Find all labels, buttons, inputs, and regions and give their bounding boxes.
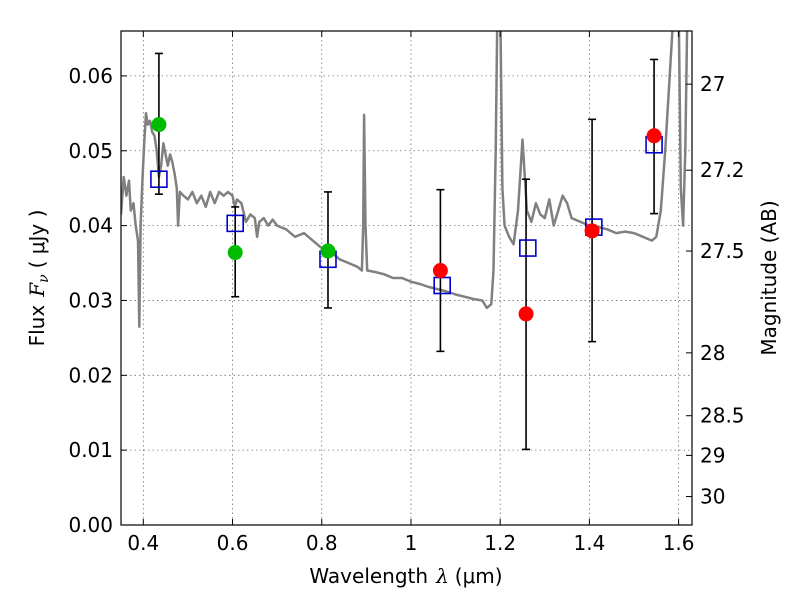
observed-point bbox=[227, 245, 243, 261]
x-tick-label: 1 bbox=[405, 531, 418, 555]
x-axis-ticks: 0.4 0.6 0.8 1 1.2 1.4 1.6 bbox=[127, 31, 695, 555]
y-axis-ticks: 0.00 0.01 0.02 0.03 0.04 0.05 0.06 bbox=[68, 64, 127, 537]
right-tick-label: 29 bbox=[700, 443, 725, 467]
y-axis-label: FluxFν( μJy ) bbox=[25, 210, 52, 347]
y-tick-label: 0.05 bbox=[68, 139, 113, 163]
model-point bbox=[150, 170, 168, 188]
x-tick-label: 1.6 bbox=[663, 531, 695, 555]
right-axis-ticks: 27 27.2 27.5 28 28.5 29 30 bbox=[686, 72, 745, 509]
model-point bbox=[519, 239, 537, 257]
x-axis-label: Wavelength λ (μm) bbox=[309, 564, 502, 588]
observed-point bbox=[518, 306, 534, 322]
right-tick-label: 28 bbox=[700, 341, 725, 365]
template-spectrum bbox=[121, 31, 689, 328]
y-tick-label: 0.06 bbox=[68, 64, 113, 88]
x-tick-label: 1.4 bbox=[573, 531, 605, 555]
y-tick-label: 0.01 bbox=[68, 438, 113, 462]
right-tick-label: 27.5 bbox=[700, 239, 745, 263]
observed-point bbox=[432, 263, 448, 279]
right-tick-label: 28.5 bbox=[700, 404, 745, 428]
plot-background bbox=[121, 31, 692, 525]
x-tick-label: 0.8 bbox=[306, 531, 338, 555]
right-axis-label: Magnitude (AB) bbox=[757, 200, 781, 355]
plot-frame bbox=[120, 30, 693, 526]
y-tick-label: 0.04 bbox=[68, 214, 113, 238]
right-tick-label: 27.2 bbox=[700, 158, 745, 182]
y-tick-label: 0.03 bbox=[68, 288, 113, 312]
x-tick-label: 0.4 bbox=[127, 531, 159, 555]
y-tick-label: 0.02 bbox=[68, 363, 113, 387]
observed-point bbox=[151, 117, 167, 133]
observed-point bbox=[320, 243, 336, 259]
x-tick-label: 0.6 bbox=[217, 531, 249, 555]
observed-point bbox=[646, 128, 662, 144]
model-point bbox=[226, 214, 244, 233]
observed-points bbox=[151, 117, 662, 322]
y-tick-label: 0.00 bbox=[68, 513, 113, 537]
x-tick-label: 1.2 bbox=[484, 531, 516, 555]
right-tick-label: 27 bbox=[700, 72, 725, 96]
template-spectrum-line bbox=[121, 31, 689, 328]
right-tick-label: 30 bbox=[700, 485, 725, 509]
observed-point bbox=[584, 223, 600, 239]
